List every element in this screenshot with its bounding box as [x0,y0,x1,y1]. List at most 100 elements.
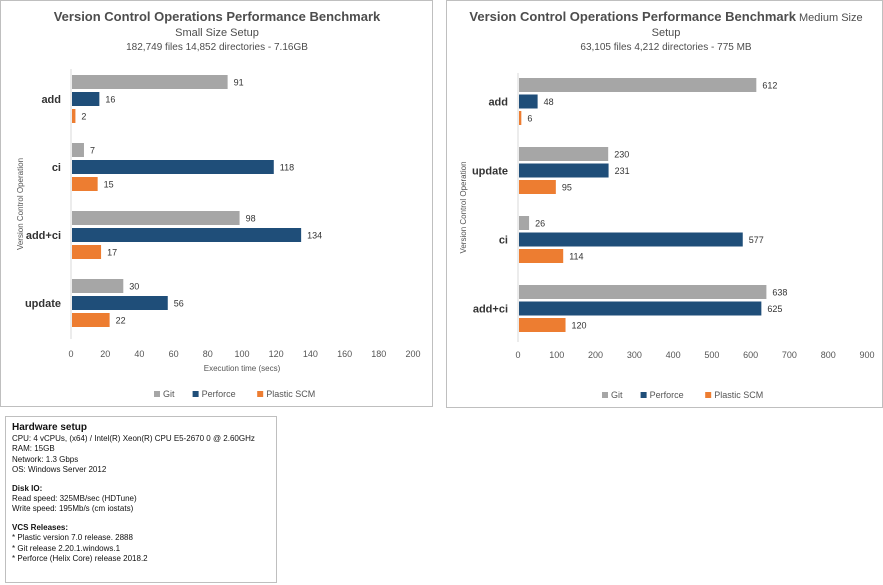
legend-swatch-perforce [192,391,199,397]
legend-label: Perforce [650,390,684,400]
legend-swatch-plastic-scm [705,392,712,398]
bar-git [519,147,609,161]
chart-panel-small: Version Control Operations Performance B… [0,0,433,407]
bar-plastic-scm [519,111,522,125]
chart-subtitle-details: 182,749 files 14,852 directories - 7.16G… [126,42,308,53]
legend-swatch-git [154,391,160,397]
category-label: update [25,298,61,310]
data-label: 98 [246,214,256,224]
bar-git [72,279,124,293]
x-tick-label: 100 [234,349,249,359]
bar-plastic-scm [72,245,102,259]
data-label: 120 [572,321,587,331]
legend-label: Plastic SCM [266,389,315,399]
chart-subtitle-details: 63,105 files 4,212 directories - 775 MB [580,42,752,53]
bar-perforce [72,296,168,310]
data-label: 95 [562,183,572,193]
disk-io-line: Read speed: 325MB/sec (HDTune) [12,494,137,504]
bar-git [72,143,84,157]
bar-perforce [519,94,538,109]
vcs-release-line: * Plastic version 7.0 release. 2888 [12,533,133,543]
x-tick-label: 20 [100,349,110,359]
legend-label: Plastic SCM [714,390,763,400]
bar-git [519,285,767,299]
bar-perforce [72,92,100,106]
data-label: 118 [280,163,294,173]
legend-swatch-git [602,392,608,398]
bar-perforce [519,232,743,247]
x-tick-label: 40 [134,349,144,359]
bar-perforce [72,160,274,174]
data-label: 6 [527,114,532,124]
chart-subtitle: Setup [652,27,681,39]
x-tick-label: 200 [405,349,420,359]
bar-plastic-scm [72,177,98,191]
data-label: 230 [614,150,629,160]
data-label: 612 [762,81,777,91]
data-label: 134 [307,231,322,241]
chart-panel-medium: Version Control Operations Performance B… [446,0,883,408]
x-tick-label: 300 [627,350,642,360]
y-axis-label: Version Control Operation [459,161,468,253]
x-tick-label: 700 [782,350,797,360]
bar-perforce [72,228,302,242]
data-label: 577 [749,235,764,245]
x-tick-label: 500 [704,350,719,360]
hardware-setup-box: Hardware setup CPU: 4 vCPUs, (x64) / Int… [5,416,277,583]
data-label: 625 [767,304,782,314]
data-label: 48 [544,97,554,107]
vcs-release-line: * Perforce (Helix Core) release 2018.2 [12,554,148,564]
bar-plastic-scm [72,313,110,327]
x-tick-label: 100 [549,350,564,360]
x-tick-label: 160 [337,349,352,359]
legend-swatch-perforce [640,392,647,398]
data-label: 15 [104,180,114,190]
hardware-line: RAM: 15GB [12,444,55,454]
data-label: 16 [105,95,115,105]
hardware-title: Hardware setup [12,422,88,433]
bar-git [72,211,240,225]
y-axis-label: Version Control Operation [16,158,25,250]
chart-title: Version Control Operations Performance B… [469,9,862,24]
data-label: 638 [772,288,787,298]
data-label: 22 [116,316,126,326]
x-tick-label: 80 [203,349,213,359]
chart-title-main: Version Control Operations Performance B… [469,9,796,24]
x-tick-label: 900 [859,350,874,360]
bar-git [519,216,530,230]
category-label: ci [499,235,508,247]
data-label: 2 [81,112,86,122]
bar-git [72,75,228,89]
hardware-line: Network: 1.3 Gbps [12,454,79,464]
bar-plastic-scm [519,249,564,263]
data-label: 7 [90,146,95,156]
vcs-releases-title: VCS Releases: [12,522,69,532]
chart-title: Version Control Operations Performance B… [54,9,381,24]
x-tick-label: 600 [743,350,758,360]
data-label: 114 [569,252,583,262]
x-tick-label: 120 [269,349,284,359]
x-tick-label: 200 [588,350,603,360]
category-label: ci [52,162,61,174]
x-tick-label: 0 [68,349,73,359]
disk-io-line: Write speed: 195Mb/s (cm iostats) [12,504,134,514]
hardware-line: CPU: 4 vCPUs, (x64) / Intel(R) Xeon(R) C… [12,434,255,443]
chart-medium-setup: Version Control Operations Performance B… [459,9,875,400]
legend-label: Git [611,390,623,400]
disk-io-title: Disk IO: [12,483,43,493]
legend-label: Git [163,389,175,399]
hardware-line: OS: Windows Server 2012 [12,465,107,475]
category-label: update [472,166,508,178]
chart-title-suffix: Medium Size [796,12,863,24]
data-label: 231 [615,166,630,176]
category-label: add+ci [26,230,61,242]
category-label: add [41,94,61,106]
data-label: 91 [234,78,244,88]
x-axis-label: Execution time (secs) [204,364,281,373]
data-label: 30 [129,282,139,292]
x-tick-label: 60 [169,349,179,359]
category-label: add [488,97,508,109]
x-tick-label: 400 [666,350,681,360]
vcs-release-line: * Git release 2.20.1.windows.1 [12,543,121,553]
legend-swatch-plastic-scm [257,391,264,397]
